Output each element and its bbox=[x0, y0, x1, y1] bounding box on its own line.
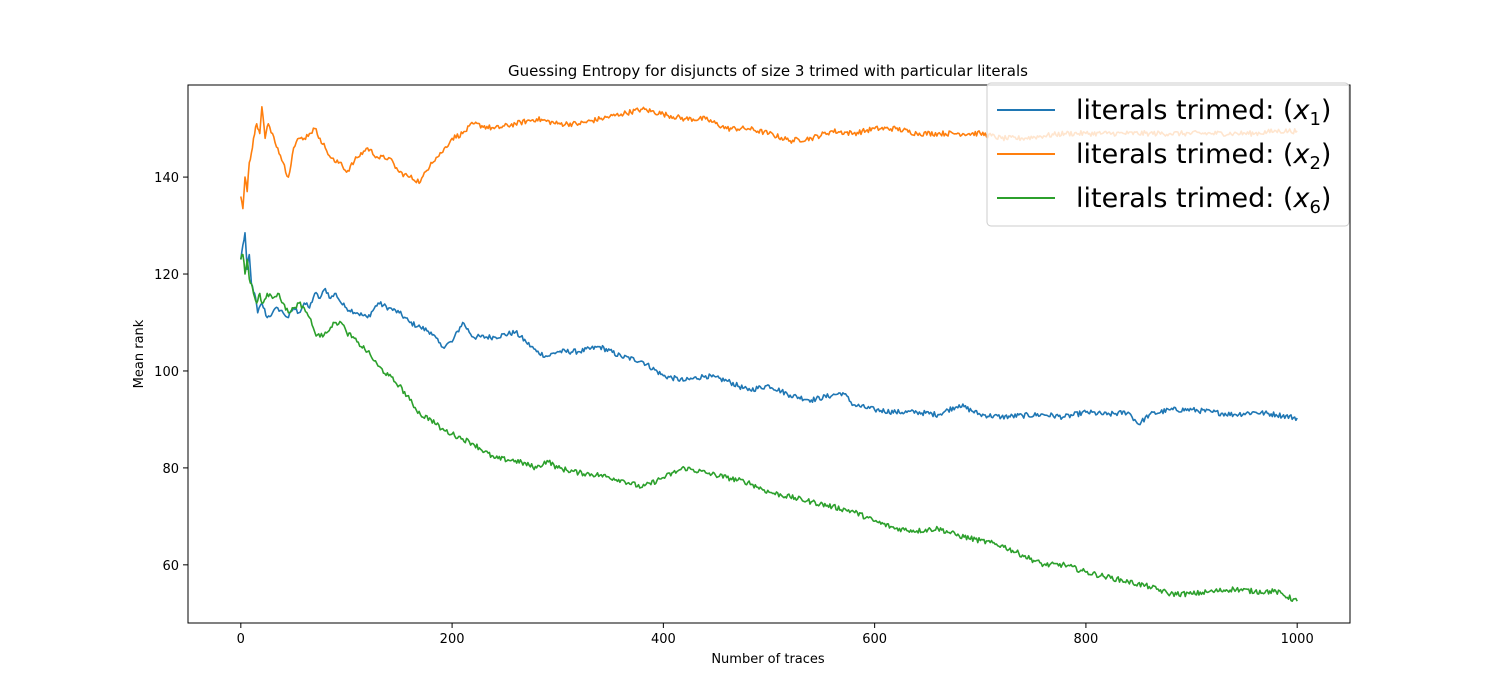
x-tick-label: 1000 bbox=[1281, 632, 1314, 647]
legend: literals trimed: (x1) literals trimed: (x… bbox=[986, 82, 1350, 227]
x-axis: 0 200 400 600 800 1000 bbox=[237, 623, 1314, 647]
x-tick-label: 800 bbox=[1073, 632, 1098, 647]
legend-label-3: literals trimed: (x6) bbox=[1076, 183, 1331, 218]
y-tick-label: 100 bbox=[154, 365, 179, 380]
x-tick-label: 400 bbox=[651, 632, 676, 647]
y-axis: 60 80 100 120 140 bbox=[154, 171, 188, 574]
legend-label-1: literals trimed: (x1) bbox=[1076, 95, 1331, 130]
legend-label-2: literals trimed: (x2) bbox=[1076, 139, 1331, 174]
series-line-3 bbox=[240, 253, 1298, 602]
y-tick-label: 80 bbox=[162, 462, 179, 477]
series-line-1 bbox=[240, 232, 1298, 426]
y-tick-label: 140 bbox=[154, 171, 179, 186]
plot-frame bbox=[187, 84, 1351, 624]
x-axis-label: Number of traces bbox=[711, 652, 825, 667]
y-tick-label: 120 bbox=[154, 268, 179, 283]
legend-box bbox=[986, 82, 1350, 227]
x-tick-label: 600 bbox=[862, 632, 887, 647]
chart-title: Guessing Entropy for disjuncts of size 3… bbox=[508, 62, 1028, 80]
y-tick-label: 60 bbox=[162, 559, 179, 574]
x-tick-label: 200 bbox=[440, 632, 465, 647]
x-tick-label: 0 bbox=[237, 632, 245, 647]
y-axis-label: Mean rank bbox=[132, 319, 147, 388]
